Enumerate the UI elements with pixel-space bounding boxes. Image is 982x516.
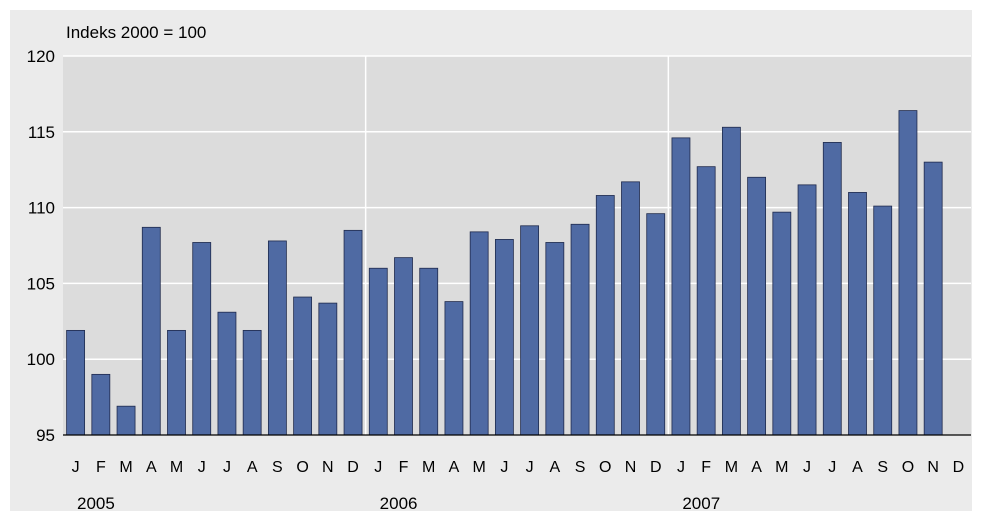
bar bbox=[66, 329, 86, 436]
bar bbox=[293, 296, 313, 436]
bar bbox=[444, 301, 464, 436]
bar bbox=[318, 302, 338, 436]
bar bbox=[167, 329, 186, 436]
x-tick-label: J bbox=[72, 459, 80, 476]
x-tick-label: A bbox=[549, 459, 560, 476]
y-tick-label: 120 bbox=[27, 47, 55, 66]
year-label: 2007 bbox=[682, 494, 720, 511]
bar bbox=[646, 213, 666, 436]
x-tick-label: A bbox=[146, 459, 157, 476]
bar bbox=[394, 257, 413, 436]
y-tick-label: 100 bbox=[27, 350, 55, 369]
bar bbox=[242, 329, 262, 436]
x-tick-label: D bbox=[953, 459, 965, 476]
x-tick-label: F bbox=[701, 459, 711, 476]
bars bbox=[66, 110, 943, 436]
year-label: 2005 bbox=[77, 494, 115, 511]
bar bbox=[772, 211, 792, 436]
bar bbox=[343, 229, 363, 436]
bar bbox=[873, 205, 893, 436]
x-tick-label: F bbox=[399, 459, 409, 476]
bar bbox=[141, 226, 161, 436]
bar bbox=[368, 267, 388, 436]
x-tick-label: J bbox=[374, 459, 382, 476]
x-tick-label: O bbox=[599, 459, 611, 476]
x-tick-label: A bbox=[247, 459, 258, 476]
y-tick-label: 95 bbox=[36, 426, 55, 445]
x-tick-label: S bbox=[575, 459, 586, 476]
bar bbox=[696, 166, 716, 436]
bar bbox=[923, 161, 943, 436]
x-tick-label: N bbox=[625, 459, 637, 476]
x-tick-label: J bbox=[526, 459, 534, 476]
x-tick-label: M bbox=[473, 459, 486, 476]
bar bbox=[848, 192, 867, 436]
x-tick-label: J bbox=[198, 459, 206, 476]
x-tick-label: M bbox=[170, 459, 183, 476]
bar bbox=[192, 242, 212, 436]
bar bbox=[520, 225, 540, 436]
bar bbox=[595, 195, 615, 436]
year-label: 2006 bbox=[380, 494, 418, 511]
bar bbox=[570, 223, 590, 436]
y-axis-ticks: 95 100 105 110 115 120 bbox=[27, 47, 55, 445]
bar bbox=[721, 126, 741, 436]
x-tick-label: D bbox=[650, 459, 662, 476]
x-tick-label: A bbox=[449, 459, 460, 476]
x-tick-label: J bbox=[223, 459, 231, 476]
x-tick-label: M bbox=[725, 459, 738, 476]
plot-area bbox=[63, 56, 971, 435]
bar bbox=[469, 231, 489, 436]
bar bbox=[116, 405, 136, 436]
x-tick-label: O bbox=[296, 459, 308, 476]
bar bbox=[217, 311, 237, 436]
bar bbox=[494, 239, 514, 436]
x-tick-label: M bbox=[422, 459, 435, 476]
y-tick-label: 105 bbox=[27, 274, 55, 293]
x-tick-label: O bbox=[902, 459, 914, 476]
bar bbox=[621, 181, 640, 436]
x-tick-label: S bbox=[272, 459, 283, 476]
x-tick-label: M bbox=[119, 459, 132, 476]
bar bbox=[822, 142, 842, 436]
bar bbox=[898, 110, 918, 436]
bar bbox=[671, 137, 691, 436]
y-tick-label: 115 bbox=[28, 123, 55, 142]
bar bbox=[747, 176, 767, 436]
x-tick-label: J bbox=[500, 459, 508, 476]
x-tick-label: F bbox=[96, 459, 106, 476]
x-tick-label: M bbox=[775, 459, 788, 476]
bar bbox=[91, 373, 111, 436]
bar bbox=[267, 240, 287, 436]
x-tick-label: A bbox=[751, 459, 762, 476]
x-tick-label: N bbox=[322, 459, 334, 476]
y-tick-label: 110 bbox=[28, 199, 55, 218]
x-tick-label: J bbox=[828, 459, 836, 476]
year-labels: 2005 2006 2007 bbox=[77, 494, 720, 513]
bar bbox=[419, 267, 439, 436]
chart-title: Indeks 2000 = 100 bbox=[66, 23, 206, 42]
x-tick-label: A bbox=[852, 459, 863, 476]
x-tick-label: J bbox=[803, 459, 811, 476]
gridlines bbox=[63, 55, 971, 435]
x-tick-label: J bbox=[677, 459, 685, 476]
bar bbox=[545, 242, 565, 436]
x-tick-label: N bbox=[927, 459, 939, 476]
bar bbox=[797, 184, 817, 436]
x-tick-label: S bbox=[877, 459, 888, 476]
x-tick-label: D bbox=[347, 459, 359, 476]
